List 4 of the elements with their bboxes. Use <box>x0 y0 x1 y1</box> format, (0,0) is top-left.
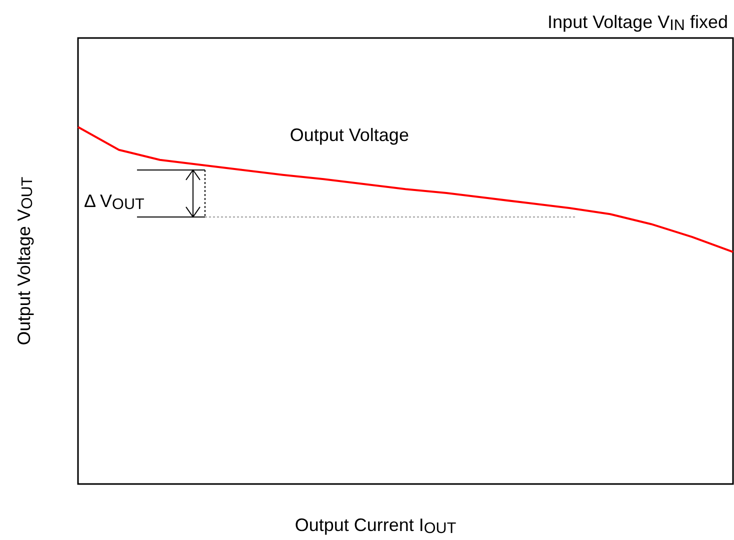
ref-line-label: Δ V$_{OUT}$ <box>84 190 144 213</box>
x-axis-title: Output Current I$_{OUT}$ <box>294 515 456 537</box>
chart-title: Input Voltage V$_{IN}$ fixed <box>548 12 728 34</box>
series-label: Output Voltage <box>290 125 409 145</box>
